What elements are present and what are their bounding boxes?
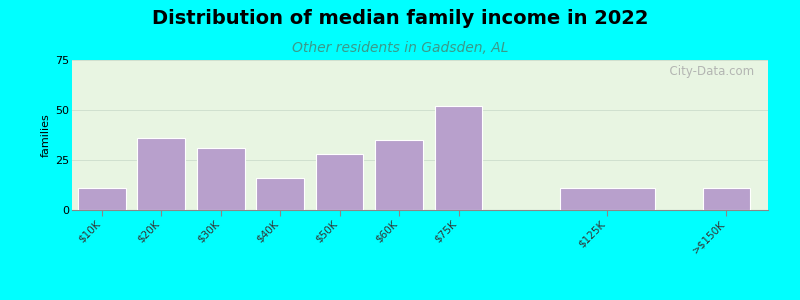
- Text: Distribution of median family income in 2022: Distribution of median family income in …: [152, 9, 648, 28]
- Bar: [435, 106, 482, 210]
- Bar: [78, 188, 126, 210]
- Bar: [138, 138, 185, 210]
- Bar: [316, 154, 363, 210]
- Bar: [560, 188, 655, 210]
- Text: City-Data.com: City-Data.com: [662, 64, 754, 77]
- Bar: [375, 140, 423, 210]
- Text: Other residents in Gadsden, AL: Other residents in Gadsden, AL: [292, 40, 508, 55]
- Bar: [257, 178, 304, 210]
- Bar: [702, 188, 750, 210]
- Bar: [197, 148, 245, 210]
- Y-axis label: families: families: [41, 113, 51, 157]
